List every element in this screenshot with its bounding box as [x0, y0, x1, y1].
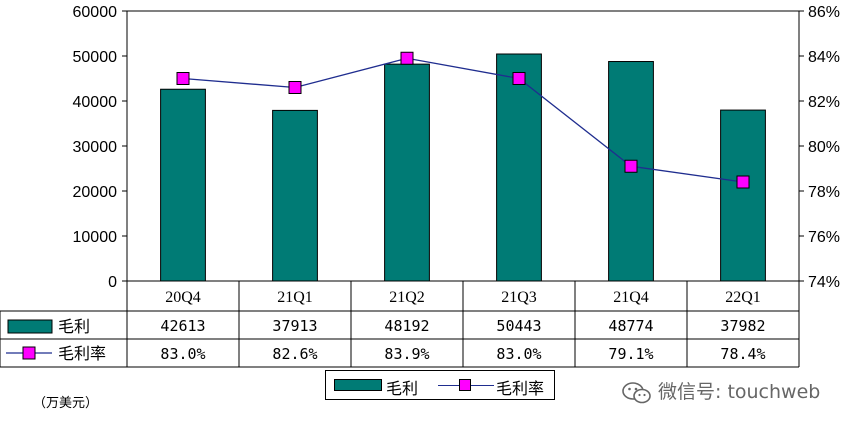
data-label: 48774: [608, 317, 653, 335]
y-left-tick-label: 60000: [73, 4, 118, 21]
x-tick-label: 21Q4: [613, 289, 649, 306]
line-marker: [512, 72, 526, 85]
line-marker: [400, 51, 414, 65]
y-right-tick-label: 78%: [808, 184, 840, 201]
watermark-text: 微信号: touchweb: [658, 381, 821, 403]
data-label: 82.6%: [272, 345, 317, 363]
y-right-tick-label: 82%: [808, 94, 840, 111]
data-label: 79.1%: [608, 345, 653, 363]
line-marker: [176, 72, 190, 85]
line-marker: [736, 175, 750, 189]
row-swatch-bar: [7, 319, 53, 334]
y-right-tick-label: 86%: [808, 4, 840, 21]
data-label: 83.9%: [384, 345, 429, 363]
y-left-tick-label: 10000: [73, 229, 118, 246]
bar: [496, 53, 542, 282]
legend-line-marker: [459, 379, 471, 391]
plot-area: [126, 10, 800, 282]
y-right-tick-label: 84%: [808, 49, 840, 66]
row-label: 毛利率: [58, 344, 106, 363]
legend: 毛利 毛利率: [325, 370, 555, 400]
line-marker: [288, 81, 302, 94]
y-left-tick-label: 20000: [73, 184, 118, 201]
line-marker: [624, 159, 638, 173]
legend-line-label: 毛利率: [496, 379, 545, 398]
data-label: 42613: [160, 317, 205, 335]
row-swatch-marker: [22, 346, 36, 360]
y-left-tick-label: 50000: [73, 49, 118, 66]
x-tick-label: 21Q2: [389, 289, 425, 306]
data-label: 37913: [272, 317, 317, 335]
x-tick-label: 21Q1: [277, 289, 313, 306]
data-label: 48192: [384, 317, 429, 335]
watermark: 微信号: touchweb: [622, 377, 820, 406]
y-right-tick-label: 76%: [808, 229, 840, 246]
row-label: 毛利: [58, 317, 90, 336]
data-label: 83.0%: [496, 345, 541, 363]
data-label: 37982: [720, 317, 765, 335]
unit-label: （万美元）: [33, 396, 99, 411]
data-label: 83.0%: [160, 345, 205, 363]
data-label: 50443: [496, 317, 541, 335]
x-tick-label: 22Q1: [725, 289, 761, 306]
bar: [384, 63, 430, 282]
line-series: [182, 57, 744, 183]
y-left-tick-label: 30000: [73, 139, 118, 156]
x-tick-label: 21Q3: [501, 289, 537, 306]
bar: [160, 88, 206, 282]
legend-bar-swatch: [334, 379, 382, 391]
y-left-tick-label: 0: [108, 274, 117, 291]
y-left-tick-label: 40000: [73, 94, 118, 111]
bar: [272, 109, 318, 282]
y-right-tick-label: 80%: [808, 139, 840, 156]
bar: [720, 109, 766, 282]
wechat-icon: [622, 381, 651, 403]
x-tick-label: 20Q4: [165, 289, 201, 306]
y-right-tick-label: 74%: [808, 274, 840, 291]
data-label: 78.4%: [720, 345, 765, 363]
legend-bar-label: 毛利: [386, 379, 419, 398]
